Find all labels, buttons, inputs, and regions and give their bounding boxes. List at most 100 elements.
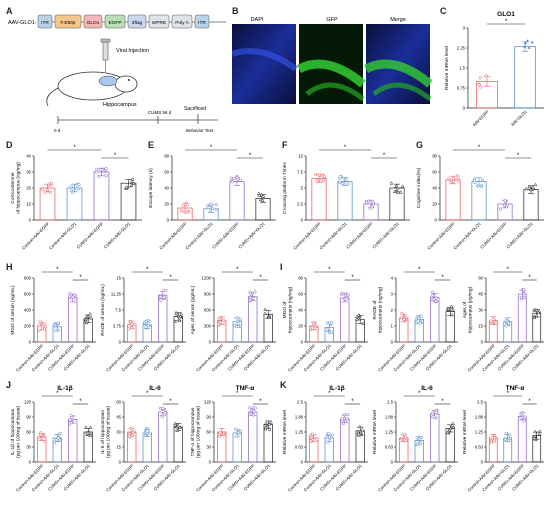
data-point: [75, 187, 79, 191]
panel-label-d: D: [6, 140, 13, 150]
data-point: [104, 167, 108, 171]
data-point: [417, 317, 421, 321]
significance-mark: *: [441, 399, 444, 405]
data-point: [508, 436, 512, 440]
data-point: [445, 430, 450, 435]
y-tick-label: 7.5: [297, 170, 303, 175]
data-point: [345, 417, 349, 421]
y-tick-label: 10: [26, 202, 31, 207]
data-point: [503, 438, 507, 442]
chart-il1b-mrna: IL-1β 0 0.63 1.25 1.88 2.5 Relative mRNA level…: [282, 385, 368, 493]
bar: [523, 189, 539, 221]
syringe-icon: [100, 38, 111, 72]
data-point: [95, 167, 99, 171]
chart-title: IL-1β: [57, 385, 73, 392]
data-point: [400, 311, 404, 315]
bar: [39, 187, 56, 221]
data-point: [322, 179, 326, 183]
data-point: [163, 411, 167, 415]
data-point: [236, 321, 240, 326]
data-point: [257, 193, 262, 197]
y-axis-label: RAGE of: [372, 300, 378, 320]
data-point: [263, 426, 268, 431]
y-tick-label: 0: [391, 460, 394, 465]
x-tick-label: Control+AAV-EGFP: [158, 221, 188, 251]
data-point: [456, 174, 460, 178]
construct-box-label: Poly A: [175, 20, 189, 26]
data-point: [143, 433, 148, 437]
y-tick-label: 0: [301, 340, 304, 345]
bar: [173, 426, 183, 463]
y-axis-label: (pg per 100mg of tissue): [196, 406, 202, 458]
chart-corticosterone: 0 10 20 30 40 Corticosterone of hippocampus (n…: [10, 145, 142, 251]
x-tick-label: Control+AAV-GLO1: [303, 463, 333, 493]
data-point: [88, 425, 93, 429]
data-point: [85, 431, 90, 435]
data-point: [131, 181, 136, 185]
data-point: [342, 413, 347, 417]
data-point: [54, 323, 58, 327]
data-point: [56, 321, 60, 325]
data-point: [38, 319, 42, 323]
y-axis-label: MGO of serum (ng/mL): [10, 285, 16, 335]
data-point: [346, 182, 350, 186]
y-tick-label: 90: [206, 415, 211, 420]
data-point: [479, 185, 483, 189]
y-tick-label: 45: [116, 415, 121, 420]
y-tick-label: 1.25: [385, 430, 394, 435]
bar: [311, 178, 327, 221]
data-point: [344, 419, 348, 423]
data-point: [523, 295, 527, 300]
construct-box: [104, 14, 126, 29]
data-point: [179, 311, 184, 316]
y-tick-label: 60: [164, 170, 169, 175]
significance-mark: *: [73, 145, 76, 151]
significance-mark: *: [114, 153, 117, 159]
y-axis-label: of hippocampus (ng/mg): [16, 162, 22, 214]
data-point: [531, 185, 535, 189]
y-tick-label: 0: [301, 218, 304, 223]
y-tick-label: 3: [463, 26, 466, 31]
data-point: [263, 307, 268, 311]
data-point: [69, 421, 74, 425]
data-point: [54, 328, 58, 332]
y-tick-label: 300: [204, 324, 212, 329]
y-tick-label: 2.25: [457, 46, 466, 51]
data-point: [527, 46, 531, 49]
x-tick-label: Control+AAV-EGFP: [21, 221, 51, 251]
y-tick-label: 40: [298, 308, 303, 313]
data-point: [68, 418, 72, 422]
y-tick-label: 30: [26, 445, 31, 450]
data-point: [315, 327, 319, 331]
bar: [471, 181, 487, 221]
data-point: [507, 438, 511, 443]
data-point: [256, 191, 261, 195]
significance-mark: *: [478, 145, 481, 151]
chart-title: TNF-α: [506, 385, 525, 392]
data-point: [327, 432, 331, 436]
panel-label-j: J: [6, 380, 12, 390]
x-tick-label: CUMS+AAV-EGFP: [211, 221, 240, 250]
x-tick-label: Control+AAV-GLO1: [121, 463, 151, 493]
y-tick-label: 80: [432, 154, 437, 159]
data-point: [404, 439, 408, 443]
data-point: [173, 423, 178, 427]
y-tick-label: 60: [206, 430, 211, 435]
data-point: [77, 182, 81, 186]
y-tick-label: 1.88: [385, 415, 394, 420]
chart-il1b-protein: IL-1β 0 30 60 90 120 IL-1β of hippocampus (pg p…: [10, 385, 96, 493]
data-point: [267, 315, 271, 320]
x-tick-label: Control+AAV-GLO1: [452, 221, 482, 251]
data-point: [507, 321, 511, 325]
data-point: [70, 415, 74, 420]
data-point: [308, 326, 312, 330]
y-tick-label: 40: [164, 186, 169, 191]
bar: [517, 416, 527, 463]
bar: [68, 419, 78, 463]
data-point: [175, 428, 180, 432]
y-tick-label: 3.75: [113, 324, 122, 329]
data-point: [52, 441, 56, 445]
panel-label-h: H: [6, 262, 13, 272]
data-point: [357, 424, 362, 429]
data-point: [451, 424, 456, 429]
